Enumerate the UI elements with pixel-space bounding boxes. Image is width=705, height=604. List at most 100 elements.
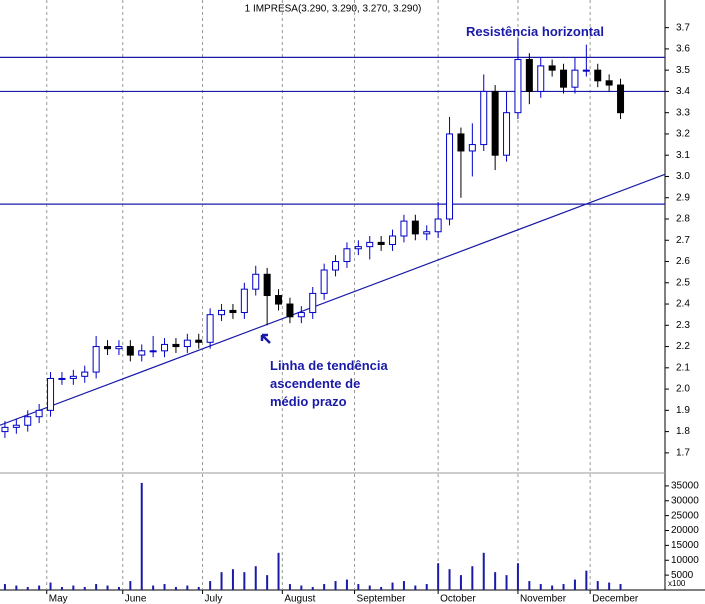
candle-body [206, 314, 214, 343]
volume-bar [129, 581, 132, 590]
volume-bar [277, 552, 280, 590]
volume-bar [197, 587, 200, 590]
volume-bar [414, 585, 417, 590]
volume-bar [551, 585, 554, 590]
volume-bar [448, 569, 451, 590]
candle-body [457, 133, 465, 152]
volume-bar [459, 575, 462, 590]
candle-body [218, 309, 226, 316]
candle-body [332, 261, 340, 271]
annotation: Linha de tendência [270, 358, 389, 373]
volume-bar [163, 584, 166, 590]
candle-body [297, 312, 305, 318]
volume-bar [72, 585, 75, 590]
candle-body [183, 339, 191, 348]
annotation: ascendente de [270, 376, 360, 391]
candle-body [525, 59, 533, 92]
y-tick-label: 2.8 [676, 214, 690, 225]
volume-bar [505, 575, 508, 590]
chart-title: 1 IMPRESA(3.290, 3.290, 3.270, 3.290) [245, 4, 422, 15]
candle-body [617, 84, 625, 114]
y-tick-label: 1.7 [676, 448, 690, 459]
candle-body [605, 80, 613, 86]
x-tick-label: December [592, 594, 639, 604]
y-tick-label: 30000 [671, 495, 699, 506]
y-tick-label: 3.6 [676, 44, 690, 55]
y-tick-label: 2.0 [676, 384, 690, 395]
volume-bar [152, 585, 155, 590]
candle-body [537, 65, 545, 92]
candle-body [503, 112, 511, 156]
volume-bar [334, 581, 337, 590]
volume-bar [3, 584, 6, 590]
x-tick-label: November [520, 594, 567, 604]
candle-body [309, 292, 317, 314]
candle-body [275, 295, 283, 305]
candle-body [286, 303, 294, 318]
volume-bar [60, 587, 63, 590]
candle-body [594, 69, 602, 82]
y-tick-label: 3.2 [676, 129, 690, 140]
candle-body [582, 69, 590, 72]
x-tick-label: August [284, 594, 315, 604]
candle-body [12, 424, 20, 428]
y-tick-label: 2.2 [676, 341, 690, 352]
volume-bar [494, 572, 497, 590]
candle-body [47, 377, 55, 411]
y-tick-label: 2.3 [676, 320, 690, 331]
x-tick-label: June [125, 594, 147, 604]
candle-body [366, 241, 374, 248]
candle-body [423, 231, 431, 235]
volume-bar [391, 582, 394, 590]
volume-bar [345, 579, 348, 590]
x-tick-label: May [49, 594, 68, 604]
volume-bar [311, 587, 314, 590]
candle-body [252, 273, 260, 290]
y-tick-label: 1.9 [676, 405, 690, 416]
candle-body [1, 426, 9, 433]
volume-bar [619, 584, 622, 590]
volume-bar [140, 482, 143, 590]
volume-unit: x100 [668, 579, 686, 588]
candle-body [389, 235, 397, 246]
candle-body [172, 343, 180, 348]
x-tick-label: September [357, 594, 407, 604]
candle-body [81, 371, 89, 377]
candle-body [514, 59, 522, 114]
volume-bar [380, 587, 383, 590]
volume-bar [585, 570, 588, 590]
volume-bar [186, 585, 189, 590]
candle-body [149, 350, 157, 353]
volume-bar [95, 584, 98, 590]
volume-bar [539, 584, 542, 590]
candle-body [354, 246, 362, 250]
y-tick-label: 3.3 [676, 107, 690, 118]
candle-body [24, 416, 32, 426]
volume-bar [117, 587, 120, 590]
volume-bar [562, 584, 565, 590]
candle-body [320, 269, 328, 294]
volume-bar [15, 585, 18, 590]
candle-body [468, 144, 476, 152]
candle-body [434, 218, 442, 233]
candle-body [195, 339, 203, 343]
volume-bar [83, 587, 86, 590]
volume-bar [425, 584, 428, 590]
y-tick-label: 3.5 [676, 65, 690, 76]
volume-bar [231, 569, 234, 590]
y-tick-label: 2.5 [676, 277, 690, 288]
volume-bar [437, 563, 440, 590]
volume-bar [482, 552, 485, 590]
volume-bar [300, 585, 303, 590]
y-tick-label: 5000 [671, 570, 694, 581]
candle-body [92, 346, 100, 373]
candle-body [480, 90, 488, 146]
volume-bar [220, 572, 223, 590]
y-tick-label: 1.8 [676, 426, 690, 437]
trendline [0, 173, 666, 426]
candle-body [377, 241, 385, 246]
y-tick-label: 2.9 [676, 192, 690, 203]
candle-body [104, 346, 112, 350]
volume-bar [528, 581, 531, 590]
volume-bar [573, 579, 576, 590]
